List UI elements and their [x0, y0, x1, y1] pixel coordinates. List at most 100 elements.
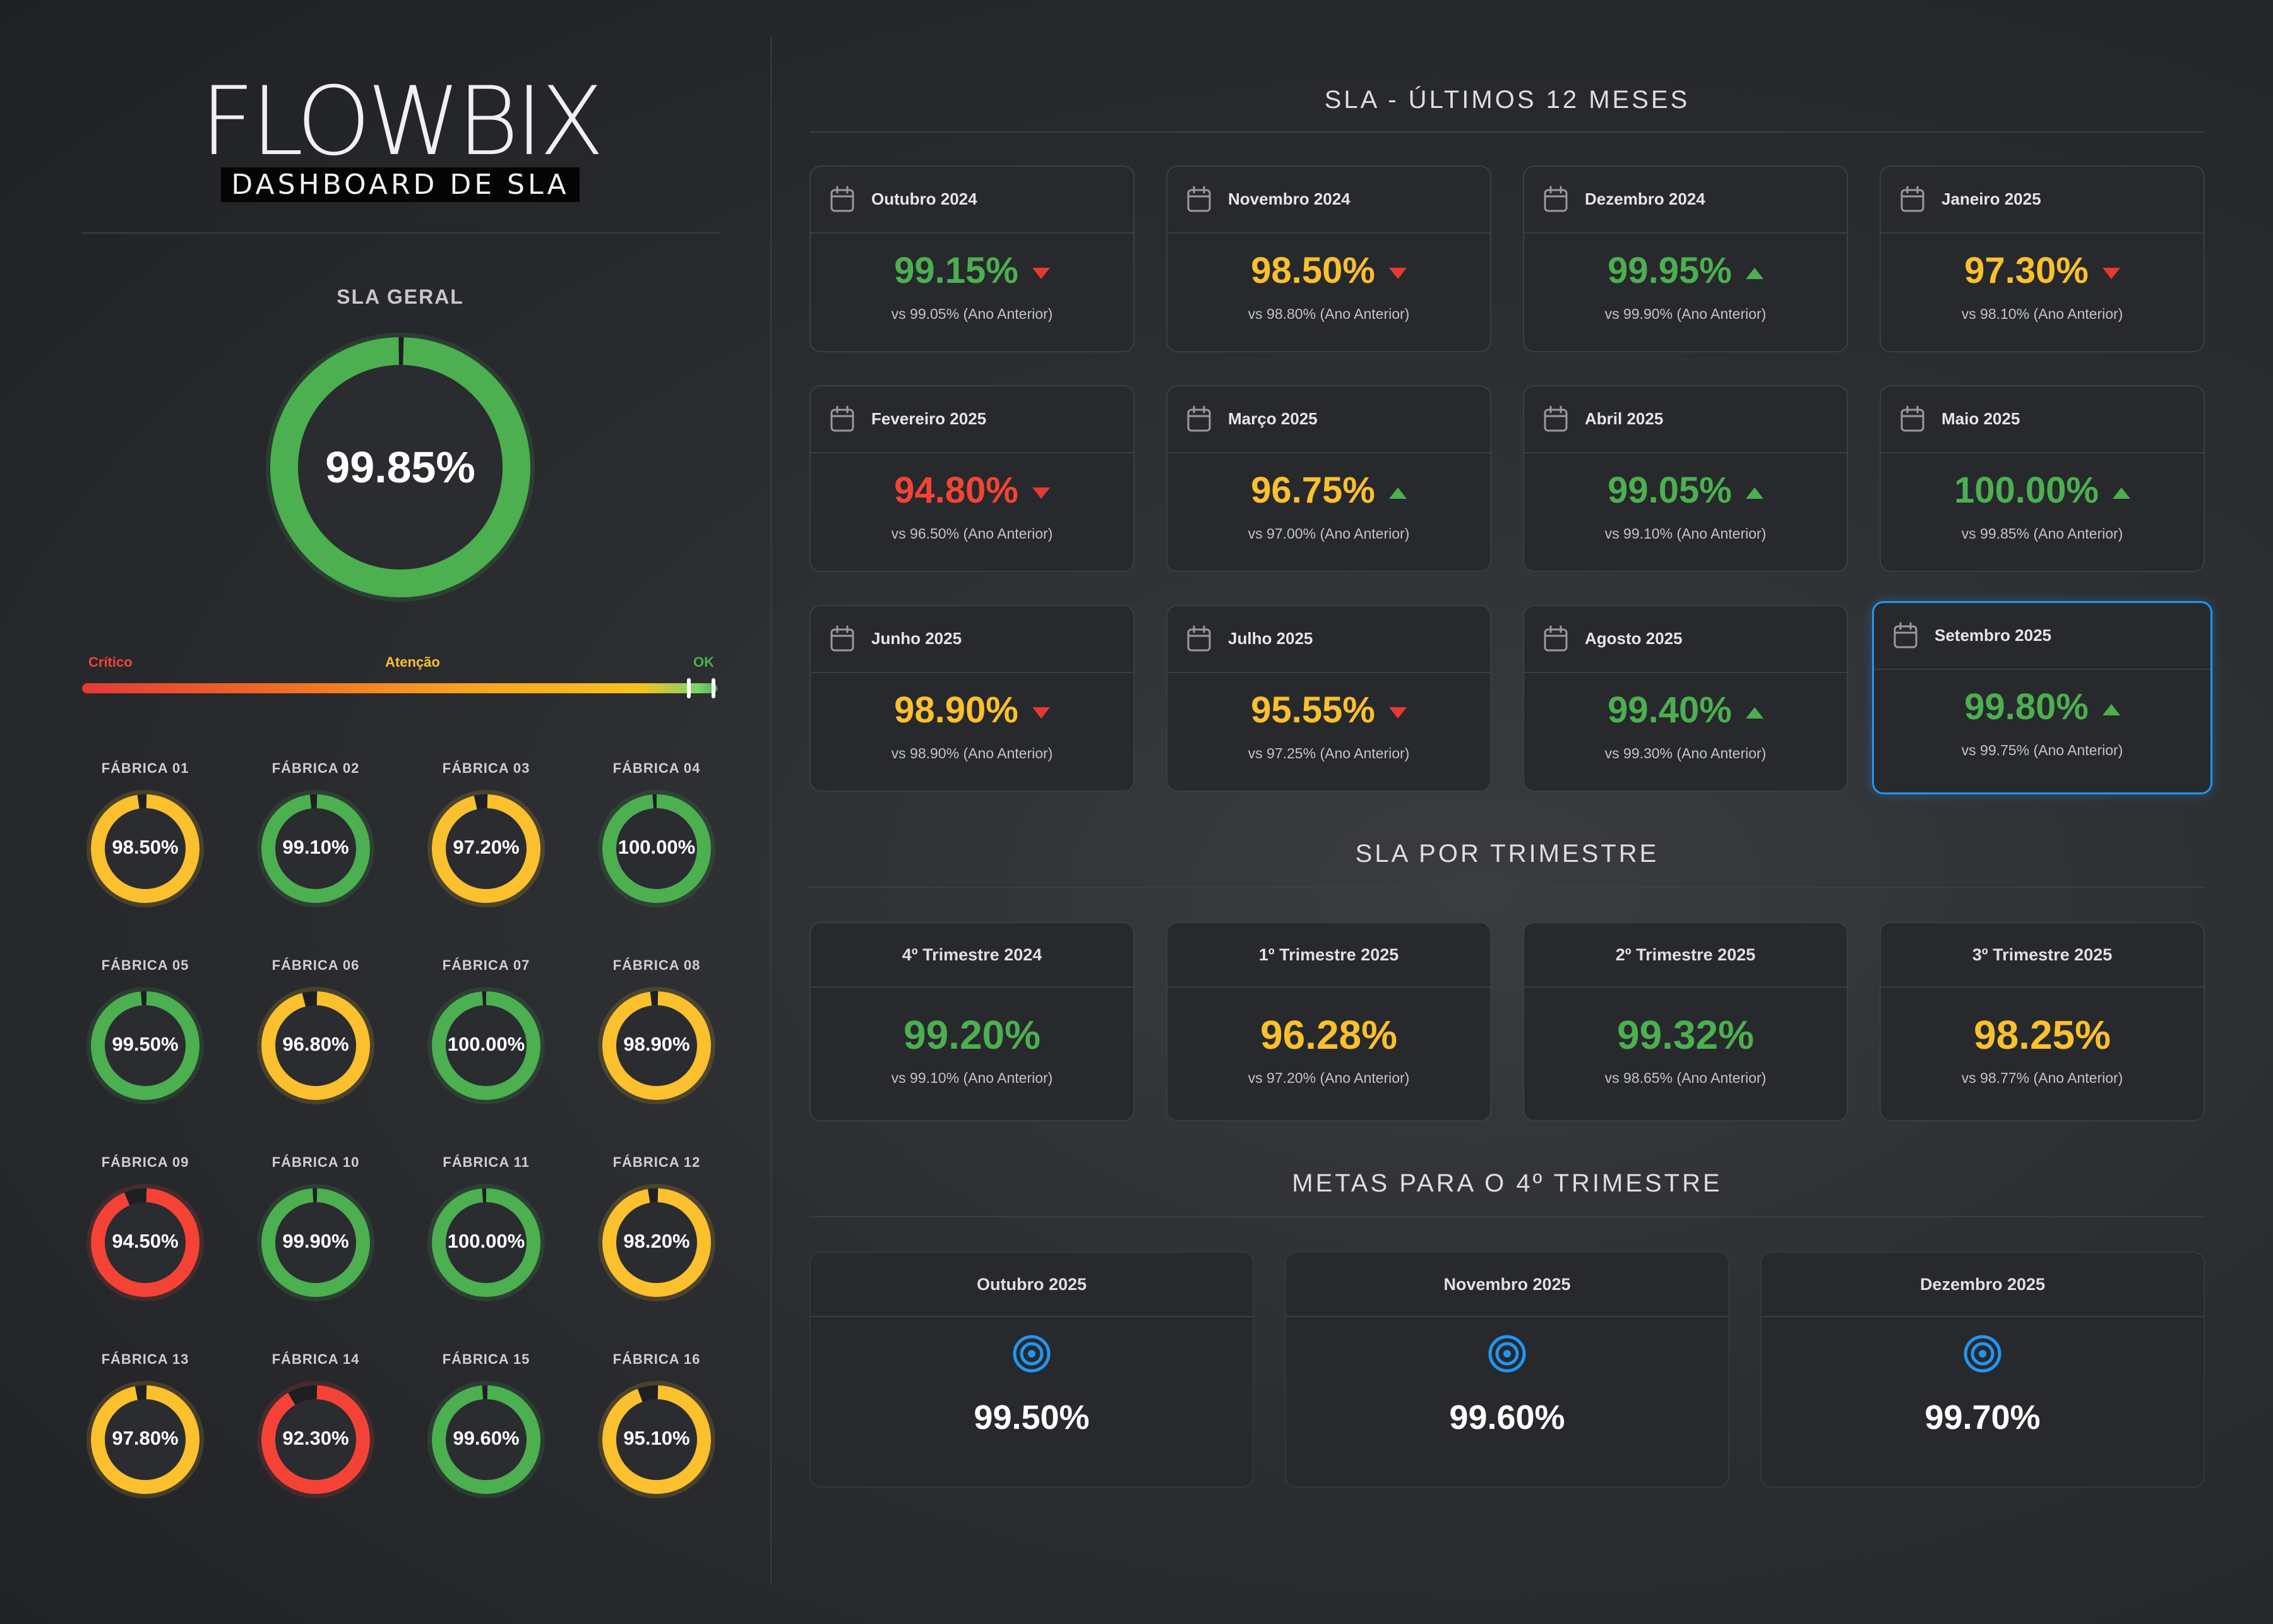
month-card[interactable]: Maio 2025 100.00% vs 99.85% (Ano Anterior) — [1880, 385, 2205, 572]
quarter-label: 3º Trimestre 2025 — [1881, 923, 2204, 988]
goal-card[interactable]: Novembro 2025 99.60% — [1285, 1251, 1729, 1488]
quarter-card[interactable]: 1º Trimestre 2025 96.28% vs 97.20% (Ano An… — [1166, 922, 1491, 1121]
fabrica-ring-center — [105, 1202, 186, 1283]
quarter-card[interactable]: 4º Trimestre 2024 99.20% vs 99.10% (Ano An… — [809, 922, 1135, 1121]
quarter-card[interactable]: 2º Trimestre 2025 99.32% vs 98.65% (Ano An… — [1523, 922, 1848, 1121]
fabrica-ring — [427, 790, 545, 907]
calendar-icon — [1894, 622, 1918, 648]
goals-divider — [809, 1216, 2205, 1217]
target-icon — [1013, 1335, 1051, 1373]
calendar-icon — [830, 405, 854, 432]
month-compare: vs 99.30% (Ano Anterior) — [1604, 745, 1767, 761]
month-card[interactable]: Junho 2025 98.90% vs 98.90% (Ano Anterior) — [809, 605, 1135, 792]
fabrica-ring — [598, 790, 715, 907]
sla-geral-ring — [266, 333, 535, 602]
fabrica-name: FÁBRICA 16 — [612, 1351, 701, 1367]
month-card[interactable]: Julho 2025 95.55% vs 97.25% (Ano Anterior) — [1166, 605, 1491, 792]
calendar-icon — [1187, 625, 1211, 652]
month-value-row: 100.00% — [1881, 469, 2204, 513]
target-icon — [1964, 1335, 2002, 1373]
month-value-row: 99.15% — [811, 249, 1133, 293]
fabrica-value: 98.90% — [623, 1033, 690, 1055]
scale-marker-target — [687, 678, 691, 698]
trend-down-icon — [1388, 707, 1407, 719]
fabrica-ring-center — [616, 1399, 697, 1480]
month-compare: vs 99.85% (Ano Anterior) — [1961, 525, 2123, 542]
fabrica-card: FÁBRICA 02 99.10% — [240, 760, 391, 918]
fabrica-card: FÁBRICA 09 94.50% — [69, 1154, 221, 1312]
month-value-row: 98.50% — [1167, 249, 1490, 293]
month-card[interactable]: Março 2025 96.75% vs 97.00% (Ano Anterior) — [1166, 385, 1491, 572]
calendar-icon — [1544, 186, 1568, 212]
fabrica-ring-center — [105, 1399, 186, 1480]
fabrica-ring — [87, 790, 204, 907]
scale-label-ok: OK — [693, 654, 714, 670]
fabrica-card: FÁBRICA 12 98.20% — [581, 1154, 732, 1312]
month-card[interactable]: Abril 2025 99.05% vs 99.10% (Ano Anterior) — [1523, 385, 1848, 572]
fabrica-value: 92.30% — [282, 1427, 349, 1449]
month-card-header: Julho 2025 — [1167, 606, 1490, 673]
calendar-icon — [1187, 186, 1211, 212]
calendar-icon — [1900, 405, 1924, 432]
fabrica-value: 95.10% — [623, 1427, 690, 1449]
fabrica-ring — [257, 790, 374, 907]
goal-label: Dezembro 2025 — [1762, 1253, 2204, 1317]
fabrica-ring — [598, 987, 715, 1104]
fabrica-ring-center — [275, 808, 356, 889]
brand-subtitle-wrap: DASHBOARD DE SLA — [0, 167, 801, 202]
month-card[interactable]: Setembro 2025 99.80% vs 99.75% (Ano Anteri… — [1872, 601, 2212, 794]
quarter-label: 4º Trimestre 2024 — [811, 923, 1133, 988]
month-label: Julho 2025 — [1228, 629, 1313, 648]
fabrica-value: 100.00% — [447, 1033, 525, 1055]
quarter-compare: vs 98.65% (Ano Anterior) — [1604, 1070, 1767, 1086]
fabrica-ring-center — [275, 1202, 356, 1283]
sla-scale-bar — [82, 683, 717, 693]
month-card[interactable]: Janeiro 2025 97.30% vs 98.10% (Ano Anterio… — [1880, 165, 2205, 352]
scale-label-atencao: Atenção — [385, 654, 440, 670]
trend-down-icon — [1032, 707, 1050, 719]
fabrica-name: FÁBRICA 10 — [271, 1154, 360, 1170]
month-card[interactable]: Novembro 2024 98.50% vs 98.80% (Ano Anteri… — [1166, 165, 1491, 352]
fabrica-card: FÁBRICA 16 95.10% — [581, 1351, 732, 1509]
fabrica-value: 96.80% — [282, 1033, 349, 1055]
fabrica-ring-arc — [91, 794, 200, 903]
fabrica-ring-center — [616, 808, 697, 889]
goal-value: 99.60% — [1449, 1399, 1565, 1436]
month-label: Novembro 2024 — [1228, 189, 1351, 208]
fabrica-ring-center — [616, 1005, 697, 1086]
scale-marker-current — [712, 678, 715, 698]
fabrica-value: 98.50% — [112, 836, 179, 858]
fabrica-ring — [257, 987, 374, 1104]
brand-logo: FLOWBIX — [200, 67, 604, 177]
goal-label: Novembro 2025 — [1286, 1253, 1728, 1317]
trend-up-icon — [2102, 703, 2120, 715]
month-label: Outubro 2024 — [871, 189, 977, 208]
fabrica-card: FÁBRICA 13 97.80% — [69, 1351, 221, 1509]
month-compare: vs 98.10% (Ano Anterior) — [1961, 306, 2123, 322]
goal-card[interactable]: Outubro 2025 99.50% — [809, 1251, 1254, 1488]
month-compare: vs 98.80% (Ano Anterior) — [1248, 306, 1410, 322]
fabrica-ring-arc — [91, 1385, 200, 1494]
month-compare: vs 99.90% (Ano Anterior) — [1604, 306, 1767, 322]
month-card-header: Janeiro 2025 — [1881, 167, 2204, 234]
fabrica-value: 99.50% — [112, 1033, 179, 1055]
month-card[interactable]: Agosto 2025 99.40% vs 99.30% (Ano Anterior… — [1523, 605, 1848, 792]
quarter-card[interactable]: 3º Trimestre 2025 98.25% vs 98.77% (Ano An… — [1880, 922, 2205, 1121]
fabrica-name: FÁBRICA 14 — [271, 1351, 360, 1367]
fabrica-value: 97.20% — [453, 836, 520, 858]
month-card[interactable]: Dezembro 2024 99.95% vs 99.90% (Ano Anteri… — [1523, 165, 1848, 352]
trend-down-icon — [1032, 267, 1050, 279]
fabrica-ring-arc — [91, 1188, 200, 1297]
fabrica-name: FÁBRICA 07 — [442, 957, 530, 973]
fabrica-ring — [427, 1184, 545, 1301]
month-value-row: 95.55% — [1167, 688, 1490, 732]
month-card[interactable]: Outubro 2024 99.15% vs 99.05% (Ano Anterio… — [809, 165, 1135, 352]
quarter-value: 99.32% — [1616, 1012, 1755, 1058]
fabrica-name: FÁBRICA 03 — [442, 760, 530, 776]
fabrica-ring-arc — [432, 1188, 540, 1297]
calendar-icon — [1900, 186, 1924, 212]
month-label: Março 2025 — [1228, 409, 1318, 428]
goal-card[interactable]: Dezembro 2025 99.70% — [1760, 1251, 2205, 1488]
month-card[interactable]: Fevereiro 2025 94.80% vs 96.50% (Ano Anter… — [809, 385, 1135, 572]
month-value-row: 96.75% — [1167, 469, 1490, 513]
